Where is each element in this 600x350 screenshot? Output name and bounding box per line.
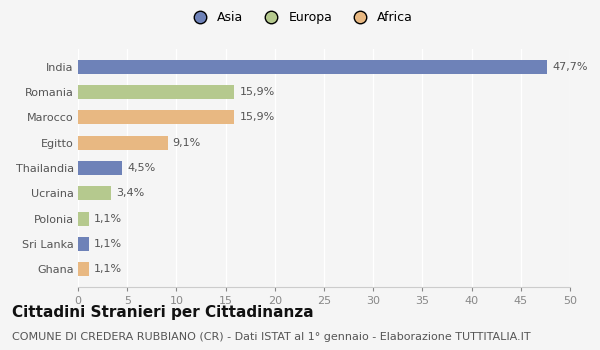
Bar (78, 161, 122, 175)
Legend: Asia, Europa, Africa: Asia, Europa, Africa (182, 6, 418, 29)
Text: COMUNE DI CREDERA RUBBIANO (CR) - Dati ISTAT al 1° gennaio - Elaborazione TUTTIT: COMUNE DI CREDERA RUBBIANO (CR) - Dati I… (12, 332, 530, 343)
Text: 47,7%: 47,7% (552, 62, 588, 72)
Bar (78, 111, 235, 124)
Bar (78, 85, 235, 99)
Bar (78, 237, 89, 251)
Text: 1,1%: 1,1% (94, 214, 122, 224)
Text: 15,9%: 15,9% (239, 87, 275, 97)
Bar (78, 136, 167, 150)
Bar (78, 186, 112, 200)
Bar (78, 262, 89, 276)
Text: 15,9%: 15,9% (239, 112, 275, 122)
Text: 1,1%: 1,1% (94, 239, 122, 249)
Text: Cittadini Stranieri per Cittadinanza: Cittadini Stranieri per Cittadinanza (12, 304, 314, 320)
Bar (78, 212, 89, 225)
Bar (78, 60, 547, 74)
Text: 9,1%: 9,1% (172, 138, 201, 148)
Text: 4,5%: 4,5% (127, 163, 155, 173)
Text: 3,4%: 3,4% (116, 188, 145, 198)
Text: 1,1%: 1,1% (94, 264, 122, 274)
